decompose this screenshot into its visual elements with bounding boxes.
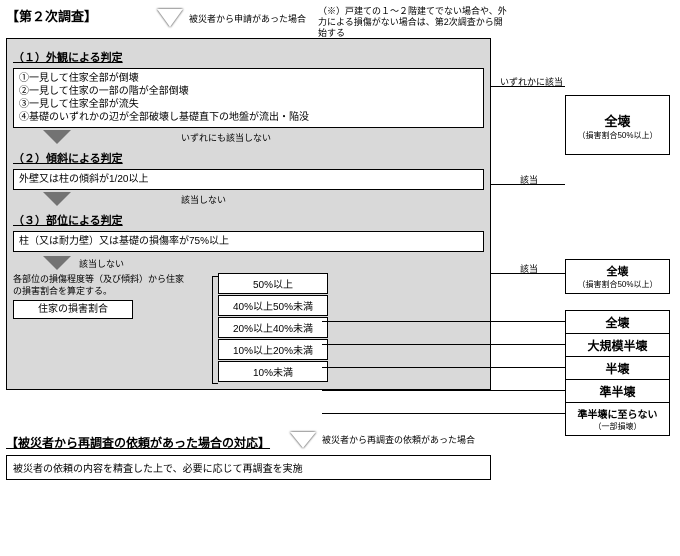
edge1-no: いずれにも該当しない — [181, 131, 271, 144]
section1-criteria: ①一見して住家全部が倒壊 ②一見して住家の一部の階が全部倒壊 ③一見して住家全部… — [13, 68, 484, 128]
arrow2 — [43, 192, 71, 206]
ratio-box: 住家の損害割合 — [13, 300, 133, 319]
threshold-0: 50%以上 — [218, 273, 328, 294]
arrow1 — [43, 130, 71, 144]
result-hankai: 半壊 — [565, 356, 670, 381]
side-note: （※）戸建ての１～２階建てでない場合や、外力による損傷がない場合は、第2次調査か… — [318, 6, 508, 38]
threshold-3: 10%以上20%未満 — [218, 339, 328, 360]
section1-header: （１）外観による判定 — [13, 49, 484, 65]
footer-body: 被災者の依頼の内容を精査した上で、必要に応じて再調査を実施 — [6, 455, 491, 480]
top-note: 被災者から申請があった場合 — [189, 12, 306, 25]
section3-header: （３）部位による判定 — [13, 212, 484, 228]
main-flow-container: （１）外観による判定 ①一見して住家全部が倒壊 ②一見して住家の一部の階が全部倒… — [6, 38, 491, 390]
result-zenkai-2: 全壊 （損害割合50%以上） — [565, 259, 670, 294]
footer-note: 被災者から再調査の依頼があった場合 — [322, 433, 475, 446]
section2-criteria: 外壁又は柱の傾斜が1/20以上 — [13, 169, 484, 190]
footer-arrow — [290, 432, 316, 448]
result-zenkai-3: 全壊 — [565, 310, 670, 335]
result-junhankai: 準半壊 — [565, 379, 670, 404]
survey-title: 【第２次調査】 — [6, 6, 97, 25]
result-daikibo: 大規模半壊 — [565, 333, 670, 358]
top-arrow — [157, 9, 183, 27]
section2-header: （２）傾斜による判定 — [13, 150, 484, 166]
edge3-no: 該当しない — [79, 257, 124, 270]
footer-title: 【被災者から再調査の依頼があった場合の対応】 — [6, 434, 270, 451]
edge2-no: 該当しない — [181, 193, 226, 206]
threshold-4: 10%未満 — [218, 361, 328, 382]
calc-text: 各部位の損傷程度等（及び傾斜）から住家の損害割合を算定する。 — [13, 274, 188, 297]
threshold-2: 20%以上40%未満 — [218, 317, 328, 338]
result-zenkai-main: 全壊 （損害割合50%以上） — [565, 95, 670, 155]
arrow3 — [43, 256, 71, 270]
section3-criteria: 柱（又は耐力壁）又は基礎の損傷率が75%以上 — [13, 231, 484, 252]
result-ichibu: 準半壊に至らない （一部損壊） — [565, 402, 670, 436]
threshold-1: 40%以上50%未満 — [218, 295, 328, 316]
